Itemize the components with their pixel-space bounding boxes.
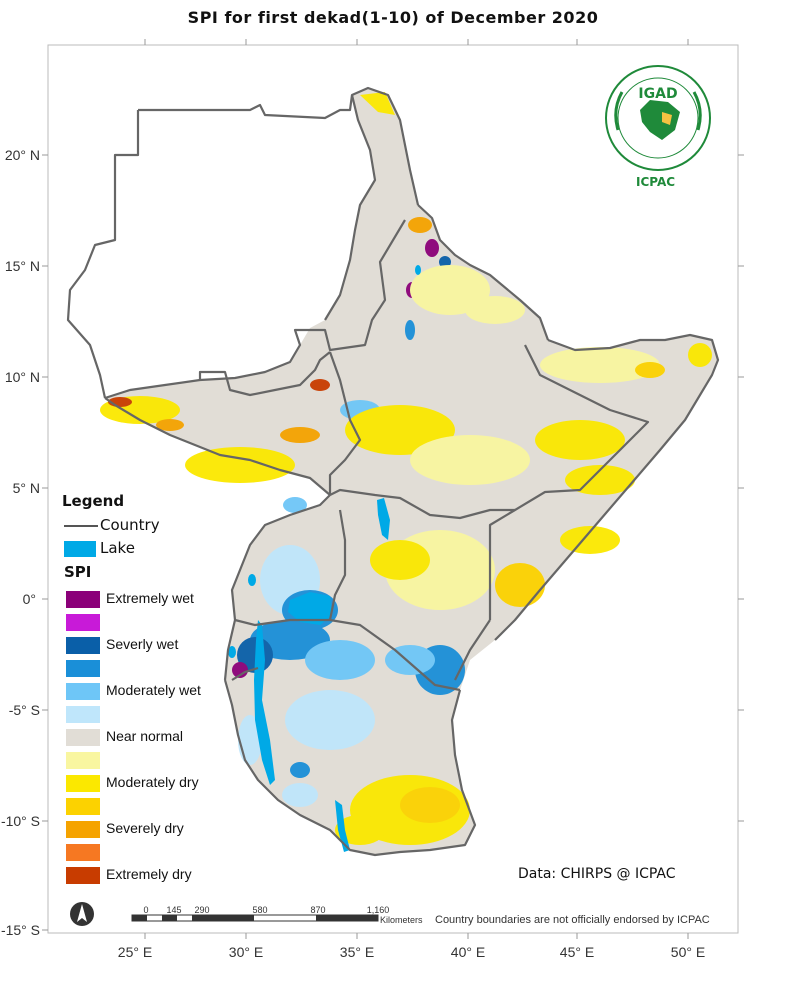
scale-tick-1160: 1,160	[367, 905, 390, 915]
spi-swatch	[66, 729, 100, 746]
country-borders	[66, 86, 720, 857]
map-title: SPI for first dekad(1-10) of December 20…	[187, 8, 599, 27]
spi-class-row	[66, 751, 266, 771]
logo-acronym: IGAD	[638, 86, 677, 102]
lon-tick-50e: 50° E	[671, 944, 705, 960]
lat-tick-10s: -10° S	[1, 813, 40, 829]
spi-swatch	[66, 821, 100, 838]
data-credit: Data: CHIRPS @ ICPAC	[518, 866, 676, 882]
spi-swatch	[66, 775, 100, 792]
lake-albert	[248, 574, 256, 586]
spi-swatch	[66, 660, 100, 677]
spi-class-row: Severly wet	[66, 636, 266, 656]
spi-class-row: Moderately wet	[66, 682, 266, 702]
scale-unit: Kilometers	[380, 915, 423, 925]
lat-tick-0: 0°	[23, 591, 36, 607]
scale-tick-145: 145	[166, 905, 181, 915]
map-frame	[47, 44, 739, 934]
lakes	[228, 265, 421, 852]
lon-tick-45e: 45° E	[560, 944, 594, 960]
spi-swatch	[66, 798, 100, 815]
scale-tick-580: 580	[252, 905, 267, 915]
lake-kivu	[228, 646, 236, 658]
spi-class-label: Extremely dry	[106, 866, 192, 882]
spi-class-row	[66, 843, 266, 863]
igad-logo: IGAD	[605, 65, 711, 171]
scale-tick-870: 870	[310, 905, 325, 915]
spi-swatch	[66, 591, 100, 608]
spi-class-row: Near normal	[66, 728, 266, 748]
spi-swatch	[66, 614, 100, 631]
spi-class-row	[66, 705, 266, 725]
spi-swatch	[66, 637, 100, 654]
legend-lake: Lake	[64, 539, 135, 557]
legend-spi-title: SPI	[64, 563, 92, 581]
legend-lake-label: Lake	[100, 539, 135, 557]
spi-class-label: Moderately dry	[106, 774, 199, 790]
spi-class-row	[66, 613, 266, 633]
spi-swatch	[66, 844, 100, 861]
spi-class-row: Extremely wet	[66, 590, 266, 610]
lat-tick-10n: 10° N	[5, 369, 40, 385]
spi-swatch	[66, 752, 100, 769]
lon-tick-30e: 30° E	[229, 944, 263, 960]
spi-class-row: Moderately dry	[66, 774, 266, 794]
africa-silhouette	[640, 100, 680, 140]
country-line-swatch	[64, 524, 98, 527]
spi-class-label: Moderately wet	[106, 682, 201, 698]
lat-tick-5s: -5° S	[9, 702, 40, 718]
spi-class-row: Extremely dry	[66, 866, 266, 886]
lake-victoria	[288, 592, 332, 625]
lat-tick-15s: -15° S	[1, 922, 40, 938]
spi-class-row	[66, 797, 266, 817]
spi-swatch	[66, 867, 100, 884]
lake-tana	[415, 265, 421, 275]
spi-class-row	[66, 659, 266, 679]
spi-swatch	[66, 683, 100, 700]
lake-malawi	[335, 800, 350, 852]
spi-patches	[100, 92, 712, 845]
legend-country: Country	[64, 516, 160, 534]
north-arrow-icon	[70, 902, 94, 926]
scale-tick-290: 290	[194, 905, 209, 915]
scale-tick-0: 0	[143, 905, 148, 915]
lake-turkana	[377, 498, 390, 540]
legend-title: Legend	[62, 492, 125, 510]
lon-tick-35e: 35° E	[340, 944, 374, 960]
disclaimer: Country boundaries are not officially en…	[435, 914, 710, 926]
spi-class-label: Extremely wet	[106, 590, 194, 606]
legend-country-label: Country	[100, 516, 160, 534]
scale-bar: 0 145 290 580 870 1,160 Kilometers	[131, 905, 423, 925]
lon-tick-40e: 40° E	[451, 944, 485, 960]
lake-tanganyika	[254, 620, 275, 785]
spi-class-row: Severely dry	[66, 820, 266, 840]
spi-class-label: Severely dry	[106, 820, 184, 836]
lon-tick-25e: 25° E	[118, 944, 152, 960]
spi-swatch	[66, 706, 100, 723]
axis-ticks	[42, 39, 744, 939]
lat-tick-5n: 5° N	[13, 480, 40, 496]
spi-class-label: Severly wet	[106, 636, 179, 652]
lat-tick-20n: 20° N	[5, 147, 40, 163]
lat-tick-15n: 15° N	[5, 258, 40, 274]
lake-swatch	[64, 540, 96, 557]
spi-class-label: Near normal	[106, 728, 184, 744]
logo-org-text: ICPAC	[636, 175, 676, 189]
